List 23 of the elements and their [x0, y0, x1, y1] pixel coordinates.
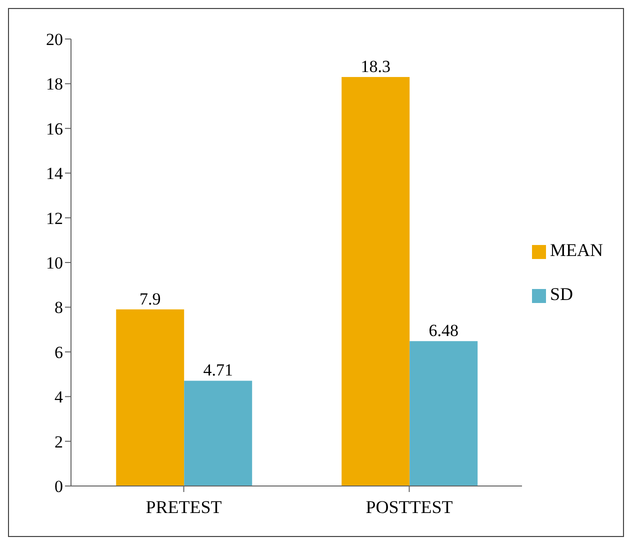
y-tick-label: 20	[46, 30, 63, 50]
legend-label: MEAN	[550, 240, 603, 260]
y-tick-label: 12	[46, 208, 63, 228]
data-label: 18.3	[360, 56, 390, 76]
bar	[184, 380, 252, 486]
y-tick-label: 10	[46, 254, 63, 273]
x-tick-label: PRETEST	[146, 496, 222, 517]
data-label: 4.71	[203, 360, 233, 380]
y-tick-label: 16	[46, 119, 63, 138]
y-tick-label: 4	[54, 388, 64, 407]
data-label: 7.9	[139, 289, 161, 308]
y-tick-label: 14	[46, 164, 64, 184]
legend-label: SD	[550, 284, 574, 304]
y-tick-label: 0	[54, 477, 63, 496]
y-tick-label: 8	[54, 298, 63, 318]
y-tick-label: 6	[54, 342, 63, 362]
data-label: 6.48	[428, 321, 458, 340]
bar	[116, 309, 184, 486]
x-tick-label: POSTTEST	[366, 496, 453, 517]
y-tick-label: 2	[54, 432, 63, 452]
bar	[410, 341, 478, 486]
bar	[342, 76, 410, 486]
y-tick-label: 18	[46, 74, 63, 94]
